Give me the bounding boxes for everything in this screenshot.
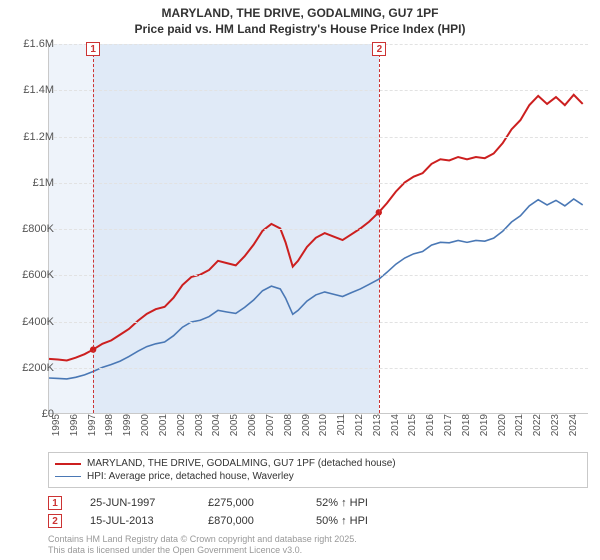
x-tick-label: 2022 (532, 414, 543, 444)
y-gridline (49, 90, 588, 91)
sale-price: £275,000 (208, 497, 288, 509)
x-tick-label: 1995 (51, 414, 62, 444)
sale-marker-box: 2 (372, 42, 386, 56)
x-tick-label: 1998 (104, 414, 115, 444)
legend-label: HPI: Average price, detached house, Wave… (87, 471, 294, 482)
sales-table: 1 25-JUN-1997 £275,000 52% ↑ HPI 2 15-JUL-201… (48, 494, 368, 530)
x-tick-label: 2010 (318, 414, 329, 444)
sale-row: 2 15-JUL-2013 £870,000 50% ↑ HPI (48, 512, 368, 530)
x-tick-label: 2003 (194, 414, 205, 444)
y-gridline (49, 137, 588, 138)
house-price-chart: MARYLAND, THE DRIVE, GODALMING, GU7 1PF … (0, 0, 600, 560)
x-tick-label: 2009 (301, 414, 312, 444)
y-tick-label: £1.4M (10, 84, 54, 96)
legend-item: HPI: Average price, detached house, Wave… (55, 470, 581, 483)
sale-marker-box: 1 (86, 42, 100, 56)
x-tick-label: 2005 (229, 414, 240, 444)
x-tick-label: 2007 (265, 414, 276, 444)
y-tick-label: £600K (10, 269, 54, 281)
x-tick-label: 2021 (514, 414, 525, 444)
legend-swatch (55, 463, 81, 465)
plot-area: 12 (48, 44, 588, 414)
sale-row-marker: 2 (48, 514, 62, 528)
x-tick-label: 2008 (283, 414, 294, 444)
sale-delta: 50% ↑ HPI (316, 515, 368, 527)
x-tick-label: 2023 (550, 414, 561, 444)
x-tick-label: 2001 (158, 414, 169, 444)
legend: MARYLAND, THE DRIVE, GODALMING, GU7 1PF … (48, 452, 588, 488)
title-address: MARYLAND, THE DRIVE, GODALMING, GU7 1PF (0, 6, 600, 22)
x-tick-label: 2011 (336, 414, 347, 444)
y-gridline (49, 183, 588, 184)
x-tick-label: 1997 (87, 414, 98, 444)
sale-row-marker: 1 (48, 496, 62, 510)
chart-title: MARYLAND, THE DRIVE, GODALMING, GU7 1PF … (0, 0, 600, 37)
x-tick-label: 2002 (176, 414, 187, 444)
y-gridline (49, 368, 588, 369)
x-tick-label: 2020 (497, 414, 508, 444)
x-tick-label: 2017 (443, 414, 454, 444)
sale-row: 1 25-JUN-1997 £275,000 52% ↑ HPI (48, 494, 368, 512)
sale-delta: 52% ↑ HPI (316, 497, 368, 509)
x-tick-label: 1996 (69, 414, 80, 444)
x-tick-label: 2014 (390, 414, 401, 444)
legend-swatch (55, 476, 81, 477)
y-tick-label: £1.6M (10, 38, 54, 50)
y-tick-label: £1.2M (10, 131, 54, 143)
footer-attribution: Contains HM Land Registry data © Crown c… (48, 534, 357, 556)
hpi-series-line (49, 199, 583, 379)
sale-marker-line (93, 44, 94, 413)
sale-marker-line (379, 44, 380, 413)
footer-line: This data is licensed under the Open Gov… (48, 545, 357, 556)
x-tick-label: 2018 (461, 414, 472, 444)
x-tick-label: 2015 (407, 414, 418, 444)
x-tick-label: 2004 (211, 414, 222, 444)
x-tick-label: 2024 (568, 414, 579, 444)
sale-date: 15-JUL-2013 (90, 515, 180, 527)
y-gridline (49, 322, 588, 323)
x-tick-label: 1999 (122, 414, 133, 444)
x-tick-label: 2006 (247, 414, 258, 444)
sale-price: £870,000 (208, 515, 288, 527)
y-tick-label: £800K (10, 223, 54, 235)
y-gridline (49, 275, 588, 276)
x-tick-label: 2013 (372, 414, 383, 444)
x-tick-label: 2019 (479, 414, 490, 444)
y-tick-label: £0 (10, 408, 54, 420)
y-gridline (49, 44, 588, 45)
x-tick-label: 2012 (354, 414, 365, 444)
legend-label: MARYLAND, THE DRIVE, GODALMING, GU7 1PF … (87, 458, 396, 469)
x-tick-label: 2000 (140, 414, 151, 444)
y-tick-label: £200K (10, 362, 54, 374)
title-subtitle: Price paid vs. HM Land Registry's House … (0, 22, 600, 38)
x-tick-label: 2016 (425, 414, 436, 444)
y-tick-label: £1M (10, 177, 54, 189)
y-tick-label: £400K (10, 316, 54, 328)
legend-item: MARYLAND, THE DRIVE, GODALMING, GU7 1PF … (55, 457, 581, 470)
sale-date: 25-JUN-1997 (90, 497, 180, 509)
y-gridline (49, 229, 588, 230)
footer-line: Contains HM Land Registry data © Crown c… (48, 534, 357, 545)
